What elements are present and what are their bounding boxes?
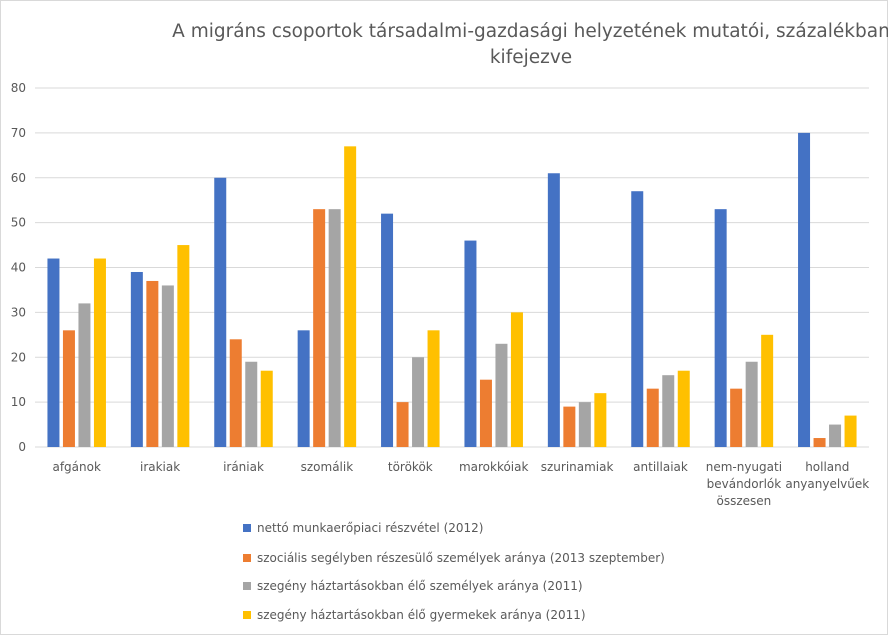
bar-series4 [510,312,523,447]
x-category-label: afgánok [52,460,100,474]
bar-series4 [93,258,106,447]
bar-series3 [328,209,341,447]
y-tick-label: 50 [11,216,26,230]
chart-title-line-2: kifejezve [489,47,573,68]
y-tick-label: 40 [11,261,26,275]
bar-series3 [829,424,842,447]
legend-item-3: szegény háztartásokban élő személyek ará… [243,576,583,596]
bar-series2 [813,438,826,447]
x-category-label: szomálik [301,460,354,474]
legend-item-4: szegény háztartásokban élő gyermekek ará… [243,605,586,625]
bar-series4 [177,245,190,447]
bar-series2 [229,339,242,447]
bar-series3 [745,361,758,447]
bar-series4 [344,146,357,447]
bar-series1 [631,191,644,447]
bar-series1 [130,271,143,447]
x-category-label: marokkóiak [459,460,529,474]
bar-series2 [646,388,659,447]
legend-label-1: nettó munkaerőpiaci részvétel (2012) [257,521,484,535]
legend-item-1: nettó munkaerőpiaci részvétel (2012) [243,518,483,538]
bar-series1 [381,213,394,447]
bar-series1 [714,209,727,447]
bar-series1 [297,330,310,447]
legend-swatch-yellow [243,611,251,619]
x-category-label: nem-nyugati bevándorlók összesen [706,460,782,508]
bar-series1 [464,240,477,447]
y-tick-label: 80 [11,81,26,95]
bar-series2 [563,406,576,447]
bar-series3 [245,361,258,447]
bar-series1 [214,177,227,447]
bar-series1 [547,173,560,447]
x-category-label: holland anyanyelvűek [785,460,869,491]
bar-series2 [730,388,743,447]
x-category-label: antillaiak [633,460,688,474]
bar-series4 [427,330,440,447]
bar-series4 [260,370,273,447]
legend-label-4: szegény háztartásokban élő gyermekek ará… [257,608,586,622]
legend-label-3: szegény háztartásokban élő személyek ará… [257,579,583,593]
x-category-label: szurinamiak [541,460,614,474]
y-tick-label: 20 [11,350,26,364]
bar-series4 [594,393,607,447]
y-tick-label: 60 [11,171,26,185]
bar-series4 [761,334,774,447]
bar-series2 [313,209,326,447]
legend-swatch-blue [243,524,251,532]
bar-series3 [161,285,174,447]
bar-series1 [798,132,811,447]
bar-series4 [677,370,690,447]
y-tick-label: 30 [11,305,26,319]
bar-series1 [47,258,60,447]
bar-series2 [479,379,492,447]
legend-item-2: szociális segélyben részesülő személyek … [243,548,665,568]
bar-series2 [62,330,75,447]
legend-label-2: szociális segélyben részesülő személyek … [257,551,665,565]
x-category-label: irániak [223,460,264,474]
bar-series3 [412,357,425,447]
chart-title-line-1: A migráns csoportok társadalmi-gazdasági… [172,21,888,42]
legend-swatch-orange [243,554,251,562]
bar-series2 [146,280,159,447]
bar-series3 [495,343,508,447]
bar-series4 [844,415,857,447]
x-category-label: törökök [388,460,433,474]
y-tick-label: 0 [18,440,26,454]
y-tick-label: 70 [11,126,26,140]
bar-series2 [396,402,409,447]
y-tick-label: 10 [11,395,26,409]
bar-series3 [78,303,91,447]
bar-series3 [578,402,591,447]
bar-series3 [662,375,675,447]
legend-swatch-gray [243,582,251,590]
x-category-label: irakiak [140,460,180,474]
